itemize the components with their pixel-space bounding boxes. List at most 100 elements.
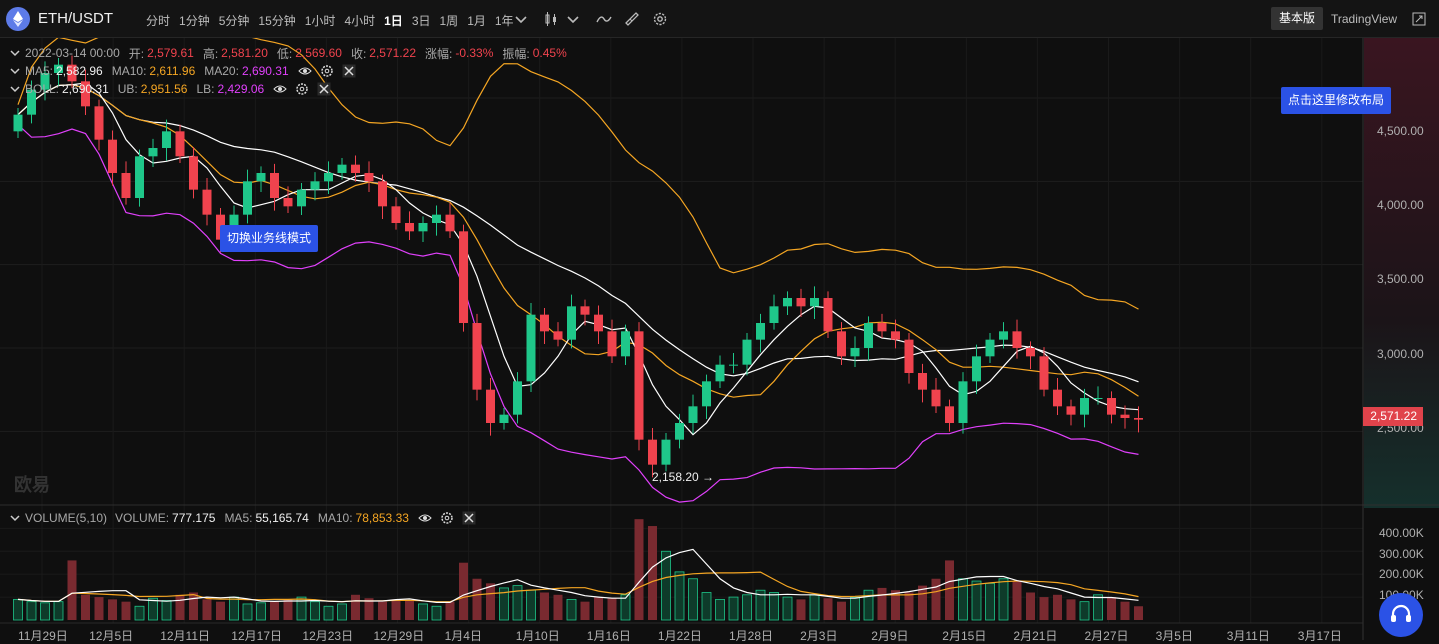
- interval-tab-active[interactable]: 1日: [384, 14, 403, 28]
- settings-gear-icon[interactable]: [440, 511, 454, 525]
- high-value: 2,581.20: [221, 46, 268, 60]
- volume-bar: [499, 587, 509, 621]
- settings-gear-icon[interactable]: [295, 82, 309, 96]
- volume-bar: [931, 578, 941, 620]
- candle: [40, 73, 50, 90]
- candle: [189, 156, 198, 190]
- open-label: 开:: [128, 46, 145, 61]
- volume-bar: [216, 601, 225, 620]
- chevron-down-icon[interactable]: [10, 511, 20, 525]
- switch-mode-tooltip[interactable]: 切换业务线模式: [220, 225, 319, 252]
- interval-tab[interactable]: 3日: [411, 14, 431, 28]
- eye-icon[interactable]: [297, 64, 312, 78]
- volume-bar: [594, 597, 603, 620]
- candle: [1107, 398, 1116, 415]
- ruler-draw-icon[interactable]: [624, 11, 640, 27]
- close-icon[interactable]: [462, 511, 476, 525]
- date-tick-label: 2月15日: [942, 629, 987, 643]
- volume-ma5-label: MA5:: [224, 511, 253, 525]
- fullscreen-icon[interactable]: [1411, 11, 1427, 27]
- volume-bar: [364, 598, 374, 620]
- candle: [1053, 389, 1062, 407]
- volume-bar: [904, 592, 914, 620]
- volume-bar: [486, 583, 495, 620]
- candle: [567, 306, 576, 340]
- interval-tab[interactable]: 1周: [439, 14, 459, 28]
- candle: [972, 356, 981, 382]
- interval-tab[interactable]: 1月: [467, 14, 486, 28]
- close-icon[interactable]: [317, 82, 331, 96]
- volume-bar: [796, 599, 806, 620]
- low-value: 2,569.60: [295, 46, 342, 60]
- price-tick-label: 4,000.00: [1377, 198, 1424, 212]
- candle: [580, 306, 590, 315]
- ma10-line: [17, 84, 1139, 398]
- volume-bar: [189, 592, 198, 620]
- close-icon[interactable]: [342, 64, 356, 78]
- chevron-down-icon[interactable]: [10, 46, 20, 60]
- ma20-label: MA20:: [204, 64, 239, 78]
- indicator-icon[interactable]: [596, 11, 612, 27]
- date-tick-label: 3月17日: [1297, 629, 1342, 643]
- volume-value: 777.175: [172, 511, 216, 525]
- candle: [81, 81, 90, 107]
- chevron-down-icon[interactable]: [10, 82, 20, 96]
- candle: [499, 414, 509, 423]
- amplitude-label: 振幅:: [502, 46, 530, 61]
- candle: [337, 164, 347, 173]
- interval-tab[interactable]: 15分钟: [258, 14, 296, 28]
- interval-tab[interactable]: 1年: [494, 14, 514, 28]
- candle: [351, 164, 360, 173]
- eye-icon[interactable]: [273, 82, 287, 96]
- chevron-down-icon[interactable]: [10, 64, 20, 78]
- candle: [1134, 418, 1143, 420]
- date-tick-label: 11月29日: [18, 629, 68, 643]
- high-label: 高:: [202, 46, 219, 61]
- tradingview-button[interactable]: TradingView: [1331, 12, 1398, 26]
- candlestick-type-icon[interactable]: [543, 11, 559, 27]
- boll-mid-line: [17, 84, 1139, 383]
- price-chart[interactable]: [0, 38, 1439, 640]
- candle: [378, 181, 387, 207]
- volume-bar: [1012, 581, 1022, 620]
- volume-bar: [674, 571, 685, 621]
- settings-gear-icon[interactable]: [652, 11, 668, 27]
- interval-tab[interactable]: 1小时: [304, 14, 336, 28]
- eye-icon[interactable]: [418, 511, 432, 525]
- candle: [742, 339, 752, 365]
- pair-title[interactable]: ETH/USDT: [38, 10, 113, 27]
- volume-bar: [310, 601, 320, 621]
- chevron-down-icon[interactable]: [565, 11, 581, 27]
- candle: [175, 131, 185, 157]
- candle: [486, 389, 495, 423]
- candle: [1080, 398, 1089, 415]
- interval-tab[interactable]: 5分钟: [218, 14, 250, 28]
- volume-bar: [459, 562, 468, 620]
- volume-bar: [431, 605, 442, 621]
- volume-bar: [472, 578, 482, 620]
- volume-bar: [405, 600, 414, 620]
- volume-bar: [607, 598, 617, 620]
- candle: [243, 181, 252, 215]
- volume-bar: [1093, 594, 1103, 621]
- volume-indicator-label: VOLUME(5,10): [25, 511, 108, 525]
- boll-ub-label: UB:: [117, 82, 138, 96]
- volume-ma10-value: 78,853.33: [355, 511, 409, 525]
- date-tick-label: 3月11日: [1226, 629, 1270, 643]
- modify-layout-tooltip[interactable]: 点击这里修改布局: [1281, 87, 1392, 114]
- interval-tab[interactable]: 分时: [146, 14, 171, 28]
- volume-ma5-line: [17, 548, 1139, 603]
- interval-tab[interactable]: 4小时: [344, 14, 376, 28]
- candle: [931, 389, 941, 407]
- volume-bar: [958, 578, 968, 621]
- settings-gear-icon[interactable]: [320, 64, 334, 78]
- interval-tab[interactable]: 1分钟: [179, 14, 210, 28]
- basic-version-button[interactable]: 基本版: [1271, 7, 1323, 30]
- candle: [108, 139, 117, 173]
- date-tick-label: 1月28日: [729, 629, 774, 643]
- volume-bar: [175, 594, 185, 620]
- candle: [1012, 331, 1022, 348]
- chevron-down-icon[interactable]: [513, 11, 529, 27]
- support-chat-button[interactable]: [1379, 593, 1423, 637]
- volume-bar: [688, 578, 698, 621]
